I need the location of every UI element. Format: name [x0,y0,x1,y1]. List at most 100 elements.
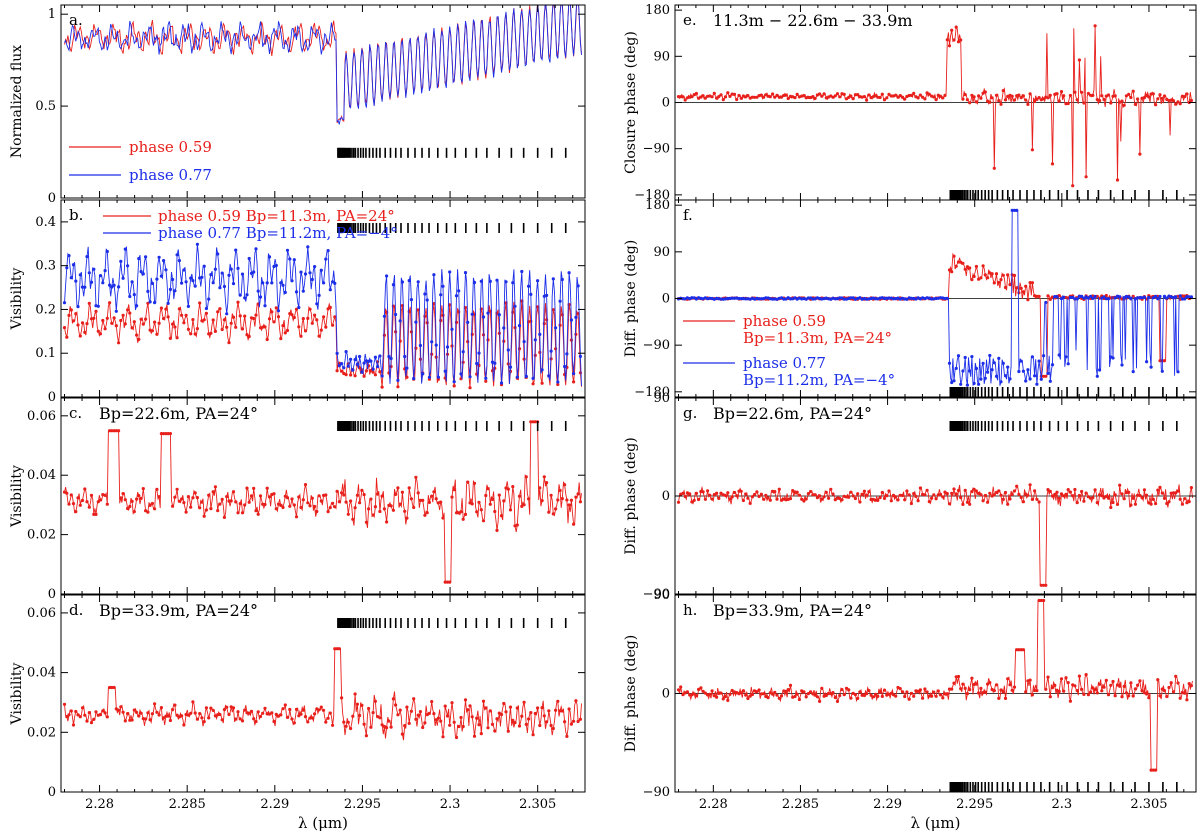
point-e-0 [773,95,777,99]
point-b-0 [76,323,80,327]
point-b-0 [155,332,159,336]
point-e-0 [945,38,949,42]
point-f-1 [959,382,963,386]
point-h-0 [938,693,943,697]
point-c-0 [376,492,380,496]
point-g-0 [878,496,882,500]
point-e-0 [941,96,945,100]
point-d-0 [454,735,459,740]
point-h-0 [820,686,824,690]
panel-label: g. [683,404,697,422]
point-f-1 [1012,208,1017,212]
point-b-1 [346,364,350,368]
point-h-0 [900,690,905,694]
point-g-0 [708,493,712,497]
point-c-0 [412,505,416,510]
panel-label: e. [683,11,697,29]
point-d-0 [358,713,362,718]
point-b-1 [76,305,80,309]
point-g-0 [972,487,976,491]
point-b-0 [74,312,78,316]
point-d-0 [416,713,420,717]
point-h-0 [1019,648,1023,652]
point-g-0 [1111,500,1115,505]
point-b-0 [103,327,107,331]
point-d-0 [153,702,157,706]
ytick-label: 0 [662,292,670,307]
point-d-0 [427,711,431,716]
point-d-0 [396,713,400,717]
point-b-0 [261,325,265,329]
point-g-0 [762,497,766,501]
point-e-0 [862,95,867,99]
point-d-0 [517,724,522,728]
point-c-0 [340,491,344,495]
point-g-0 [898,493,902,497]
point-d-0 [168,718,172,723]
point-c-0 [274,507,278,511]
point-g-0 [1033,489,1037,493]
point-b-0 [328,305,332,310]
point-f-1 [961,369,965,373]
point-b-1 [270,281,274,285]
point-c-0 [267,495,272,499]
point-b-1 [175,253,179,257]
point-h-0 [844,686,849,690]
point-d-0 [475,716,479,720]
point-g-0 [1026,493,1030,497]
point-c-0 [547,510,551,514]
point-e-0 [923,97,927,101]
point-f-1 [970,355,974,359]
point-c-0 [303,483,308,487]
point-d-0 [522,700,526,704]
point-g-0 [1124,491,1128,495]
panel-annotation: Bp=33.9m, PA=24° [99,601,258,620]
point-g-0 [907,493,911,497]
point-b-1 [128,294,132,299]
point-b-0 [236,300,240,304]
point-c-0 [502,499,506,503]
point-f-1 [954,366,958,370]
point-b-0 [324,325,328,329]
point-f-0 [1044,374,1048,378]
point-b-0 [371,370,375,374]
point-d-0 [308,716,312,720]
point-h-0 [1133,687,1137,691]
point-d-0 [195,717,199,721]
point-b-0 [135,333,139,337]
point-d-0 [76,713,80,717]
point-h-0 [956,674,961,679]
point-f-1 [739,297,743,301]
point-d-0 [439,719,443,723]
point-e-0 [712,91,716,95]
point-b-1 [578,354,583,358]
point-h-0 [1098,682,1102,686]
point-g-0 [717,496,721,500]
point-c-0 [159,432,163,436]
point-b-0 [531,382,535,386]
point-e-0 [1162,94,1167,98]
point-d-0 [576,719,580,724]
point-f-1 [988,353,992,358]
point-g-0 [894,495,898,499]
point-g-0 [1171,491,1176,495]
point-g-0 [746,496,750,500]
point-e-0 [1160,96,1164,100]
xtick-label: 2.3 [1051,797,1072,812]
point-f-1 [905,297,909,301]
point-b-1 [436,375,440,379]
point-f-1 [1183,297,1187,301]
point-d-0 [236,710,240,714]
point-b-1 [484,376,488,380]
point-b-1 [74,279,78,283]
point-b-1 [353,358,357,362]
point-g-0 [860,492,864,496]
point-b-0 [198,301,202,305]
point-g-0 [732,490,737,495]
point-h-0 [1187,682,1191,686]
point-g-0 [748,501,752,505]
point-b-1 [349,357,353,361]
point-c-0 [168,432,172,436]
point-b-1 [461,350,465,354]
point-d-0 [545,720,549,724]
